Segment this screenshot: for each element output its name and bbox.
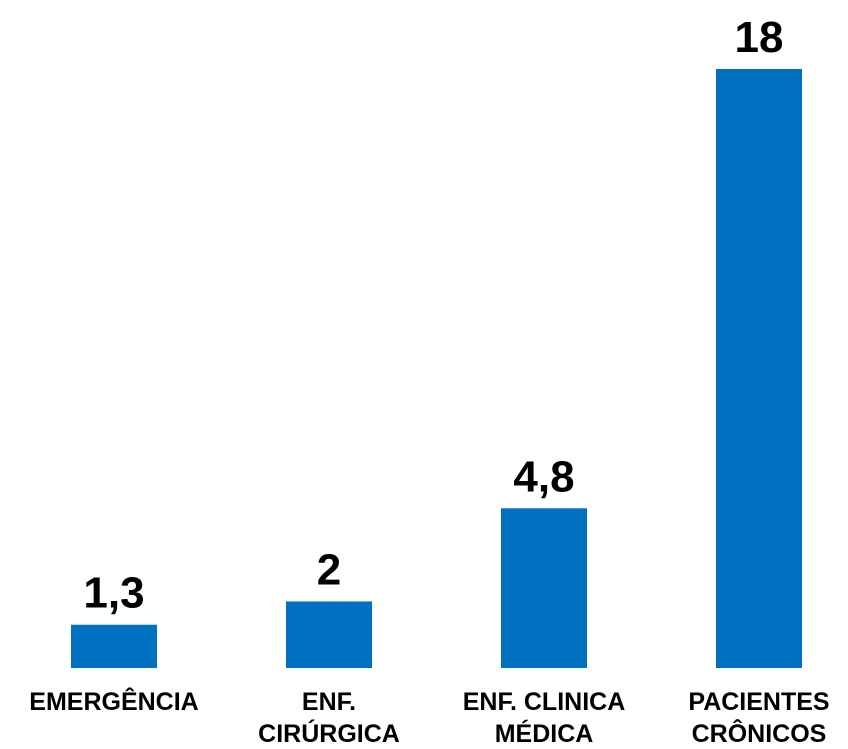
category-label-line: PACIENTES <box>688 688 829 716</box>
category-label-line: EMERGÊNCIA <box>29 686 198 716</box>
bars-group <box>71 69 802 668</box>
bar-2 <box>501 508 587 668</box>
category-label-line: CIRÚRGICA <box>258 718 400 748</box>
bar-0 <box>71 624 157 668</box>
category-label-line: ENF. <box>302 688 356 716</box>
category-label-2: ENF. CLINICA MÉDICA <box>463 688 626 748</box>
category-label-0: EMERGÊNCIA <box>29 686 198 716</box>
bar-1 <box>286 601 372 668</box>
category-label-line: MÉDICA <box>495 719 594 748</box>
category-label-line: ENF. CLINICA <box>463 688 626 716</box>
category-labels-group: EMERGÊNCIA ENF. CIRÚRGICA ENF. CLINICA MÉDIC… <box>29 686 829 748</box>
category-label-line: CRÔNICOS <box>692 718 827 748</box>
category-label-3: PACIENTES CRÔNICOS <box>688 688 829 748</box>
data-label-3: 18 <box>735 13 784 62</box>
value-labels-group: 1,3 2 4,8 18 <box>83 13 783 618</box>
category-label-1: ENF. CIRÚRGICA <box>258 688 400 748</box>
data-label-0: 1,3 <box>83 569 144 618</box>
bar-3 <box>716 69 802 668</box>
data-label-1: 2 <box>317 545 341 594</box>
data-label-2: 4,8 <box>513 452 574 501</box>
